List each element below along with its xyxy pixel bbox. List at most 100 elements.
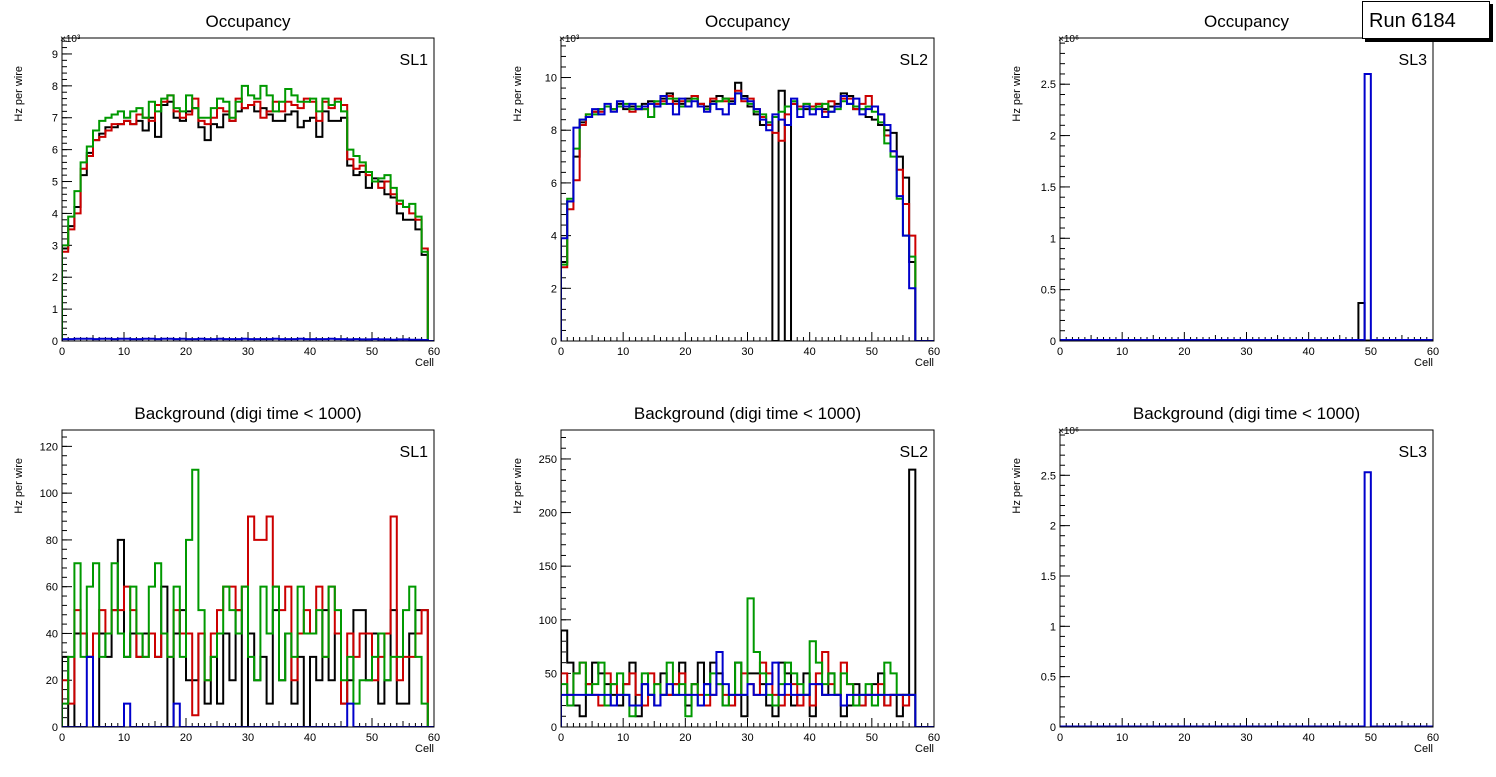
x-tick-label: 40	[1303, 346, 1315, 358]
x-tick-label: 20	[679, 346, 691, 358]
series-green-line	[62, 468, 434, 727]
chart-title: Background (digi time < 1000)	[134, 404, 361, 423]
y-tick-label: 9	[52, 49, 58, 61]
x-axis-label: Cell	[915, 357, 934, 369]
y-tick-label: 2	[1050, 131, 1056, 143]
y-exponent-label: ×10³	[60, 34, 81, 45]
y-tick-label: 1.5	[1041, 182, 1056, 194]
series-black-line	[62, 100, 434, 341]
y-tick-label: 0	[52, 722, 58, 734]
series-red-line	[62, 94, 434, 341]
y-tick-label: 250	[539, 454, 557, 466]
x-tick-label: 30	[242, 346, 254, 358]
x-tick-label: 20	[180, 346, 192, 358]
x-tick-label: 20	[180, 732, 192, 744]
x-tick-label: 60	[1427, 732, 1439, 744]
chart-title: Background (digi time < 1000)	[1133, 404, 1360, 423]
x-tick-label: 60	[928, 346, 940, 358]
chart-title: Occupancy	[1204, 12, 1290, 31]
plot-frame	[1059, 429, 1434, 728]
y-tick-label: 0.5	[1041, 285, 1056, 297]
y-tick-label: 2.5	[1041, 79, 1056, 91]
series-green-line	[561, 597, 934, 727]
y-tick-label: 8	[551, 125, 557, 137]
y-tick-label: 3	[52, 240, 58, 252]
y-tick-label: 150	[539, 561, 557, 573]
x-tick-label: 20	[679, 732, 691, 744]
x-tick-label: 30	[1240, 346, 1252, 358]
y-tick-label: 1	[52, 304, 58, 316]
x-tick-label: 10	[617, 346, 629, 358]
plot-frame	[560, 429, 935, 728]
y-tick-label: 7	[52, 113, 58, 125]
y-tick-label: 0	[551, 336, 557, 348]
series-blue-line	[62, 337, 434, 341]
x-axis-label: Cell	[915, 743, 934, 755]
x-tick-label: 60	[928, 732, 940, 744]
x-tick-label: 50	[1365, 346, 1377, 358]
y-tick-label: 1.5	[1041, 571, 1056, 583]
x-axis-label: Cell	[415, 743, 434, 755]
superlayer-label: SL2	[900, 52, 929, 69]
x-tick-label: 20	[1178, 732, 1190, 744]
y-axis-label: Hz per wire	[512, 66, 524, 122]
y-tick-label: 6	[52, 145, 58, 157]
y-tick-label: 4	[551, 231, 557, 243]
x-tick-label: 0	[59, 732, 65, 744]
series-blue-line	[561, 92, 934, 341]
superlayer-label: SL1	[400, 444, 429, 461]
x-tick-label: 40	[1303, 732, 1315, 744]
x-tick-label: 0	[59, 346, 65, 358]
x-tick-label: 30	[1240, 732, 1252, 744]
y-tick-label: 2	[551, 283, 557, 295]
y-tick-label: 0	[551, 722, 557, 734]
x-tick-label: 0	[1057, 346, 1063, 358]
y-tick-label: 2.5	[1041, 470, 1056, 482]
x-tick-label: 10	[1116, 346, 1128, 358]
series-red-line	[561, 89, 934, 341]
y-axis-label: Hz per wire	[1011, 458, 1023, 514]
series-blue-line	[1060, 471, 1433, 727]
chart-occ-sl2: Occupancy 0 10 20 30 40 50 60 0 2 4 6 8 10 Cell Hz per …	[512, 12, 940, 369]
chart-bkg-sl2: Background (digi time < 1000) 0 10 20 30 40 50…	[512, 404, 940, 755]
y-tick-label: 120	[40, 441, 58, 453]
plot-frame	[1059, 37, 1434, 342]
x-tick-label: 40	[804, 732, 816, 744]
y-tick-label: 1	[1050, 233, 1056, 245]
chart-bkg-sl1: Background (digi time < 1000) 0 10 20 30 40 50…	[13, 404, 440, 755]
x-tick-label: 50	[1365, 732, 1377, 744]
series-green-line	[62, 84, 434, 341]
series-blue-line	[561, 650, 934, 727]
y-tick-label: 8	[52, 81, 58, 93]
chart-bkg-sl3: Background (digi time < 1000) 0 10 20 30 40 50…	[1011, 404, 1439, 755]
y-tick-label: 2	[1050, 521, 1056, 533]
y-tick-label: 50	[545, 668, 557, 680]
x-tick-label: 30	[741, 346, 753, 358]
plot-frame	[61, 37, 435, 342]
superlayer-label: SL2	[900, 444, 929, 461]
chart-title: Occupancy	[705, 12, 791, 31]
run-label: Run 6184	[1362, 1, 1490, 39]
x-tick-label: 10	[617, 732, 629, 744]
x-tick-label: 10	[118, 732, 130, 744]
superlayer-label: SL3	[1399, 52, 1428, 69]
superlayer-label: SL3	[1399, 444, 1428, 461]
y-axis-label: Hz per wire	[13, 458, 25, 514]
plot-frame	[61, 429, 435, 728]
superlayer-label: SL1	[400, 52, 429, 69]
x-axis-label: Cell	[415, 357, 434, 369]
x-tick-label: 50	[366, 732, 378, 744]
x-tick-label: 60	[1427, 346, 1439, 358]
chart-occ-sl1: Occupancy 0 10 20 30 40 50 60 0 1 2 3 4 5 6 7 8 9 Cell Hz p…	[13, 12, 440, 369]
x-tick-label: 40	[304, 346, 316, 358]
x-tick-label: 10	[1116, 732, 1128, 744]
y-tick-label: 1	[1050, 621, 1056, 633]
series-green-line	[561, 92, 934, 341]
x-tick-label: 50	[866, 732, 878, 744]
y-tick-label: 0	[1050, 722, 1056, 734]
series-red-line	[62, 515, 434, 727]
x-tick-label: 20	[1178, 346, 1190, 358]
y-tick-label: 10	[545, 73, 557, 85]
